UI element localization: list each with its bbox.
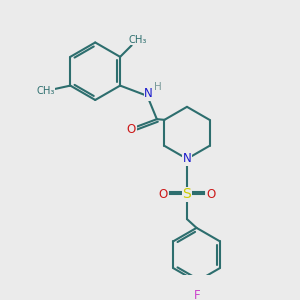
Text: CH₃: CH₃: [37, 85, 55, 95]
Text: O: O: [206, 188, 215, 201]
Text: F: F: [194, 289, 201, 300]
Text: O: O: [158, 188, 168, 201]
Text: N: N: [144, 87, 153, 100]
Text: S: S: [183, 188, 191, 202]
Text: O: O: [127, 123, 136, 136]
Text: N: N: [183, 152, 191, 165]
Text: CH₃: CH₃: [129, 35, 147, 45]
Text: H: H: [154, 82, 161, 92]
